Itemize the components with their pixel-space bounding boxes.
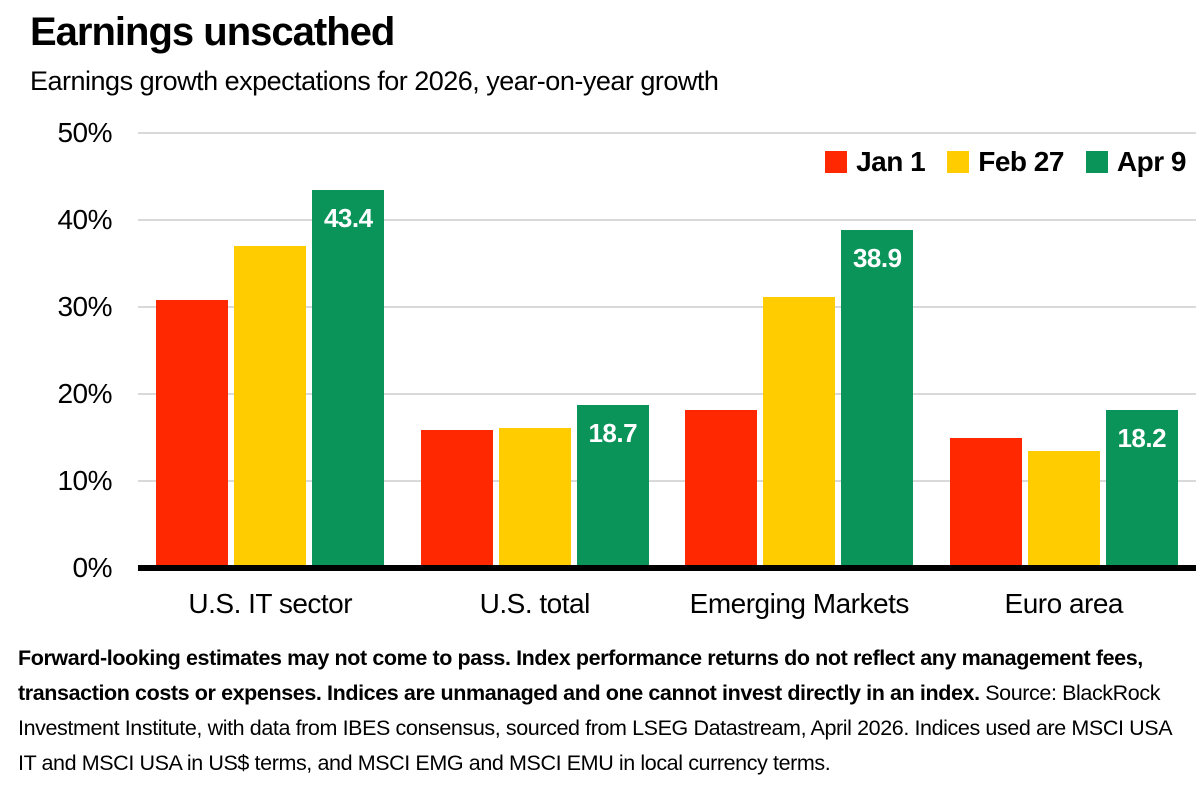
legend-label: Feb 27 xyxy=(978,146,1064,177)
legend-item-apr-9: Apr 9 xyxy=(1085,146,1187,178)
bar-group: 43.4 xyxy=(138,133,403,568)
legend-swatch-icon xyxy=(825,151,848,173)
bar-jan-1 xyxy=(685,409,758,568)
gridline-20 xyxy=(138,393,1196,395)
y-tick-label-30: 30% xyxy=(57,291,112,322)
legend-label: Jan 1 xyxy=(856,146,926,177)
bar-value-label: 18.2 xyxy=(1117,422,1167,453)
bar-group: 18.7 xyxy=(403,133,668,568)
chart: 0% 10% 20% 30% 40% 50% 43.4 18.7 38.9 18.2 Jan 1… xyxy=(0,119,1196,582)
legend-label: Apr 9 xyxy=(1116,146,1187,177)
y-tick-label-50: 50% xyxy=(57,117,112,148)
x-axis-label: Emerging Markets xyxy=(689,588,910,619)
y-tick-label-0: 0% xyxy=(72,552,113,583)
bar-apr-9: 38.9 xyxy=(841,229,914,568)
y-tick-label-40: 40% xyxy=(57,204,112,235)
bar-jan-1 xyxy=(420,429,493,568)
page-title: Earnings unscathed xyxy=(30,10,395,54)
bar-jan-1 xyxy=(156,300,229,568)
legend: Jan 1 Feb 27 Apr 9 xyxy=(825,146,1187,178)
x-axis-line xyxy=(138,565,1196,571)
bar-apr-9: 18.7 xyxy=(576,405,649,568)
legend-swatch-icon xyxy=(947,151,970,173)
bar-feb-27 xyxy=(1027,451,1100,568)
plot-area: 43.4 18.7 38.9 18.2 Jan 1 Feb 27 Apr 9 xyxy=(138,132,1196,571)
x-axis-label: U.S. total xyxy=(479,588,591,619)
y-tick-label-20: 20% xyxy=(57,378,112,409)
x-axis-label: U.S. IT sector xyxy=(188,588,353,619)
bar-apr-9: 18.2 xyxy=(1105,409,1178,568)
bar-feb-27 xyxy=(234,246,307,568)
bar-apr-9: 43.4 xyxy=(312,190,385,568)
footnote-disclaimer: Forward-looking estimates may not come t… xyxy=(18,646,1143,705)
y-tick-label-10: 10% xyxy=(57,465,112,496)
legend-item-jan-1: Jan 1 xyxy=(825,146,926,178)
bar-feb-27 xyxy=(498,427,571,568)
bar-groups: 43.4 18.7 38.9 18.2 xyxy=(138,133,1196,568)
bar-group: 18.2 xyxy=(932,133,1196,568)
bar-value-label: 43.4 xyxy=(323,203,373,234)
gridline-50 xyxy=(138,132,1196,134)
footnote-source: Source: BlackRock Investment Institute, … xyxy=(18,681,1171,775)
bar-value-label: 18.7 xyxy=(588,418,638,449)
page-subtitle: Earnings growth expectations for 2026, y… xyxy=(30,66,719,96)
footnote: Forward-looking estimates may not come t… xyxy=(18,641,1184,781)
gridline-40 xyxy=(138,219,1196,221)
legend-item-feb-27: Feb 27 xyxy=(947,146,1064,178)
gridline-10 xyxy=(138,480,1196,482)
x-axis-labels: U.S. IT sector U.S. total Emerging Markets… xyxy=(138,588,1196,620)
x-axis-label: Euro area xyxy=(1004,588,1124,619)
bar-group: 38.9 xyxy=(667,133,932,568)
legend-swatch-icon xyxy=(1085,151,1108,173)
gridline-30 xyxy=(138,306,1196,308)
y-axis-labels: 0% 10% 20% 30% 40% 50% xyxy=(0,119,128,582)
bar-value-label: 38.9 xyxy=(852,242,902,273)
bar-feb-27 xyxy=(763,296,836,568)
bar-jan-1 xyxy=(949,437,1022,568)
